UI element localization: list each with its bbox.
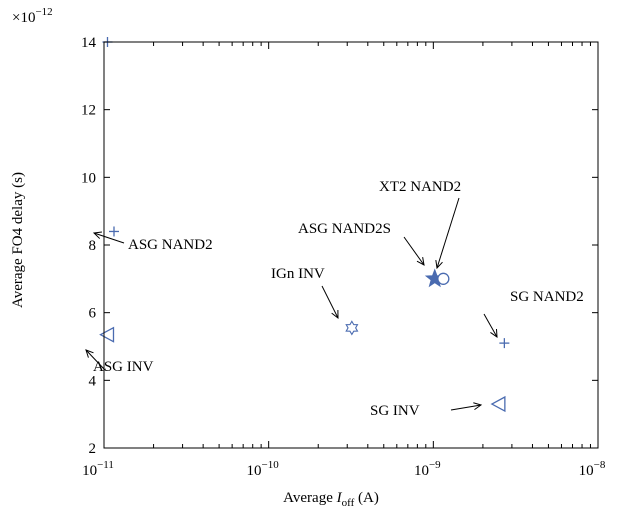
annotation-arrowhead [331, 309, 339, 320]
annotation-arrowhead [92, 231, 102, 239]
data-point-xt2-nand2 [437, 272, 450, 285]
y-tick-label: 8 [89, 238, 97, 254]
x-tick-label-exponent: −9 [429, 459, 441, 471]
triangle-marker [490, 395, 506, 413]
annotation-label: XT2 NAND2 [379, 179, 461, 195]
x-tick-label-base: 10 [579, 463, 594, 479]
annotation-asg-nand2s: ASG NAND2S [298, 221, 425, 266]
y-multiplier-base: ×10 [12, 10, 35, 26]
annotation-arrowhead [85, 349, 94, 358]
triangle-marker [99, 326, 115, 343]
annotation-arrow-shaft [403, 236, 425, 266]
x-tick-label-exponent: −8 [594, 459, 606, 471]
x-tick-label: 10−9 [414, 459, 441, 479]
y-axis-title: Average FO4 delay (s) [10, 172, 26, 308]
data-point-ign-inv [345, 320, 359, 336]
annotation-arrow-shaft [321, 285, 339, 319]
annotation-xt2-nand2: XT2 NAND2 [379, 179, 461, 270]
x-tick-label-base: 10 [247, 463, 262, 479]
annotation-arrow-shaft [436, 197, 460, 269]
annotation-label: ASG NAND2 [128, 237, 213, 253]
x-tick-label: 10−11 [82, 459, 114, 479]
x-tick-label-base: 10 [82, 463, 97, 479]
y-tick-label: 6 [89, 306, 97, 322]
x-axis-title-prefix: Average [283, 490, 336, 506]
y-tick-label: 14 [81, 35, 97, 51]
y-tick-label: 4 [89, 373, 97, 389]
x-axis-title-var: I [336, 490, 343, 506]
annotation-label: IGn INV [271, 266, 325, 282]
x-axis-title: Average Ioff (A) [283, 490, 379, 509]
annotation-arrowhead [435, 260, 443, 270]
data-point-asg-inv [99, 326, 115, 343]
annotation-layer: ASG NAND2 ASG INV IGn INV ASG NAND2S XT2 NAN… [85, 179, 584, 419]
annotation-asg-inv: ASG INV [85, 349, 154, 375]
x-tick-label: 10−8 [579, 459, 606, 479]
y-tick-label: 10 [81, 170, 96, 186]
annotation-arrow-shaft [450, 404, 482, 411]
data-point-sg-nand2 [499, 338, 510, 349]
annotation-arrow-shaft [85, 349, 106, 371]
data-point-sg-inv [490, 395, 506, 413]
annotation-label: SG NAND2 [510, 289, 584, 305]
annotation-arrow-shaft [483, 313, 498, 338]
hexagram-marker [345, 320, 359, 336]
annotation-sg-nand2: SG NAND2 [483, 289, 584, 339]
x-axis-title-suffix: (A) [354, 490, 379, 506]
annotation-arrow-shaft [93, 232, 125, 244]
annotation-label: ASG NAND2S [298, 221, 391, 237]
y-multiplier-exponent: −12 [35, 6, 52, 18]
x-tick-label-exponent: −10 [262, 459, 280, 471]
annotation-arrowhead [490, 328, 498, 339]
circle-marker [437, 272, 450, 285]
x-axis-title-subscript: off [342, 497, 355, 509]
annotation-label: SG INV [370, 403, 420, 419]
y-tick-label: 2 [89, 441, 97, 457]
x-tick-label-base: 10 [414, 463, 429, 479]
y-tick-label: 12 [81, 103, 96, 119]
data-point-asg-nand2 [108, 226, 119, 237]
markers-layer [99, 37, 510, 413]
y-axis-multiplier: ×10−12 [12, 6, 53, 26]
x-tick-label: 10−10 [247, 459, 280, 479]
annotation-label: ASG INV [93, 359, 154, 375]
annotation-asg-nand2: ASG NAND2 [92, 231, 213, 253]
x-tick-label-exponent: −11 [97, 459, 114, 471]
annotation-sg-inv: SG INV [370, 402, 483, 419]
annotation-arrowhead [416, 257, 425, 266]
annotation-arrowhead [473, 402, 483, 411]
annotation-ign-inv: IGn INV [271, 266, 339, 320]
